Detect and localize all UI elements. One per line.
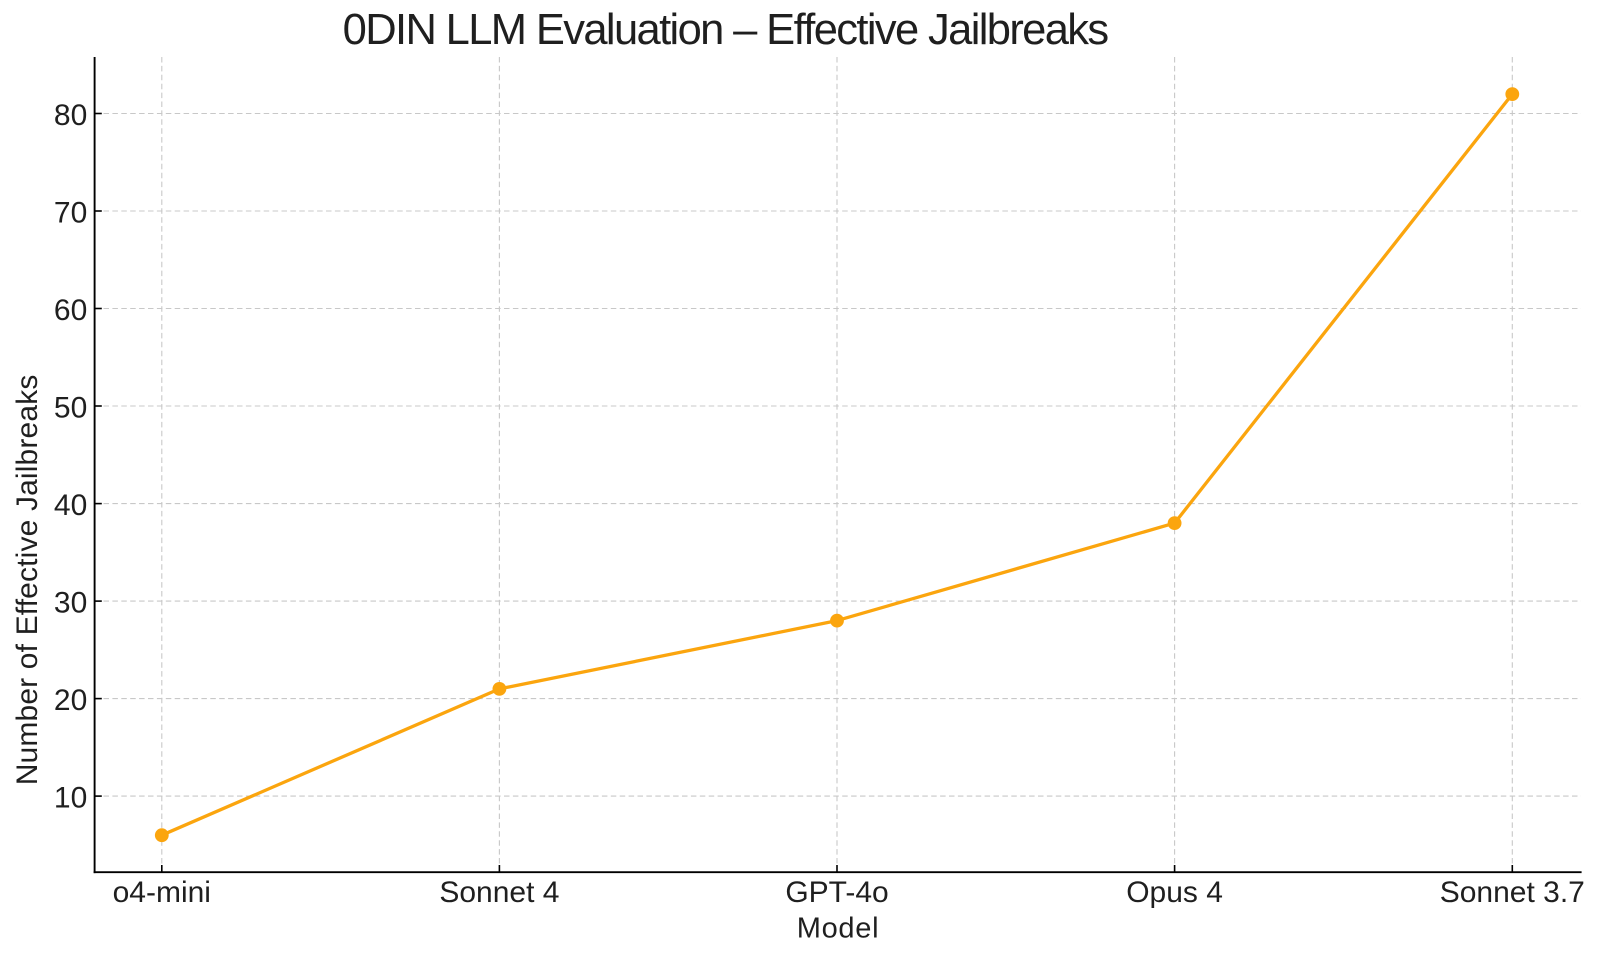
svg-text:20: 20 bbox=[54, 684, 87, 717]
svg-text:Sonnet 3.7: Sonnet 3.7 bbox=[1440, 876, 1585, 909]
svg-text:70: 70 bbox=[54, 196, 87, 229]
svg-text:Opus 4: Opus 4 bbox=[1126, 876, 1223, 909]
svg-text:o4-mini: o4-mini bbox=[113, 876, 211, 909]
svg-text:10: 10 bbox=[54, 781, 87, 814]
svg-text:Number of Effective Jailbreaks: Number of Effective Jailbreaks bbox=[11, 375, 44, 786]
svg-text:80: 80 bbox=[54, 99, 87, 132]
svg-text:30: 30 bbox=[54, 586, 87, 619]
svg-text:Sonnet 4: Sonnet 4 bbox=[439, 876, 559, 909]
svg-text:50: 50 bbox=[54, 391, 87, 424]
svg-text:GPT-4o: GPT-4o bbox=[785, 876, 888, 909]
svg-text:40: 40 bbox=[54, 489, 87, 522]
svg-text:0DIN LLM Evaluation – Effectiv: 0DIN LLM Evaluation – Effective Jailbrea… bbox=[343, 6, 1109, 54]
svg-text:60: 60 bbox=[54, 294, 87, 327]
svg-text:Model: Model bbox=[797, 913, 880, 945]
